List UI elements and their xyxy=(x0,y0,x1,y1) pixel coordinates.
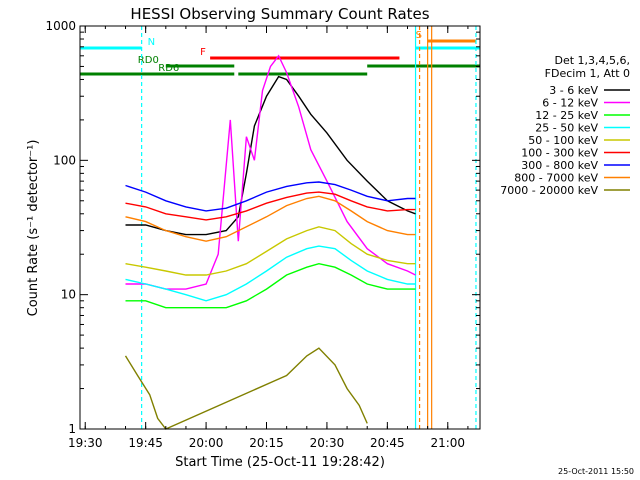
series-lines xyxy=(124,54,416,430)
legend-entry: 50 - 100 keV xyxy=(528,134,598,147)
flag-bar-label: S xyxy=(416,30,422,41)
x-tick-label: 21:00 xyxy=(430,436,465,450)
series-line xyxy=(125,226,416,276)
legend-entry: 7000 - 20000 keV xyxy=(500,184,598,197)
series-line xyxy=(125,75,416,236)
flag-bar-label: F xyxy=(200,47,206,58)
series-line xyxy=(125,181,416,212)
flag-bar-label: RD6 xyxy=(158,63,179,74)
vertical-markers xyxy=(141,26,477,429)
x-tick-label: 20:15 xyxy=(249,436,284,450)
x-tick-label: 19:45 xyxy=(128,436,163,450)
y-tick-label: 1 xyxy=(68,422,76,436)
y-tick-label: 10 xyxy=(61,288,76,302)
series-line xyxy=(124,347,368,430)
legend-entry: 3 - 6 keV xyxy=(549,84,598,97)
legend-entry: 100 - 300 keV xyxy=(521,147,598,160)
flag-bar-label: N xyxy=(148,37,155,48)
series-line xyxy=(125,54,416,290)
series-line xyxy=(125,195,416,242)
legend-entry: 300 - 800 keV xyxy=(521,159,598,172)
legend-entry: 800 - 7000 keV xyxy=(514,172,598,185)
legend-entry: 12 - 25 keV xyxy=(535,109,598,122)
y-tick-label: 100 xyxy=(53,153,76,167)
chart-title: HESSI Observing Summary Count Rates xyxy=(130,5,429,23)
legend-entry: 25 - 50 keV xyxy=(535,122,598,135)
legend: Det 1,3,4,5,6,FDecim 1, Att 0 3 - 6 keV6 … xyxy=(500,54,630,197)
footer-timestamp: 25-Oct-2011 15:50 xyxy=(558,467,634,476)
x-tick-label: 20:45 xyxy=(370,436,405,450)
plot-frame xyxy=(79,25,481,430)
legend-entry: 6 - 12 keV xyxy=(542,97,598,110)
legend-header: Det 1,3,4,5,6, xyxy=(554,54,630,67)
series-line xyxy=(125,191,416,221)
y-axis-label: Count Rate (s⁻¹ detector⁻¹) xyxy=(26,140,41,317)
y-tick-label: 1000 xyxy=(45,19,76,33)
x-axis-label: Start Time (25-Oct-11 19:28:42) xyxy=(175,455,385,470)
legend-header: FDecim 1, Att 0 xyxy=(545,67,630,80)
x-tick-label: 20:30 xyxy=(310,436,345,450)
flag-bar-label: RD0 xyxy=(138,55,159,66)
series-line xyxy=(125,262,416,309)
x-tick-label: 20:00 xyxy=(189,436,224,450)
series-line xyxy=(125,245,416,302)
x-tick-label: 19:30 xyxy=(68,436,103,450)
axis-ticks: 19:30 19:45 20:00 20:15 20:30 20:45 21:00 1 10 10… xyxy=(45,19,480,450)
